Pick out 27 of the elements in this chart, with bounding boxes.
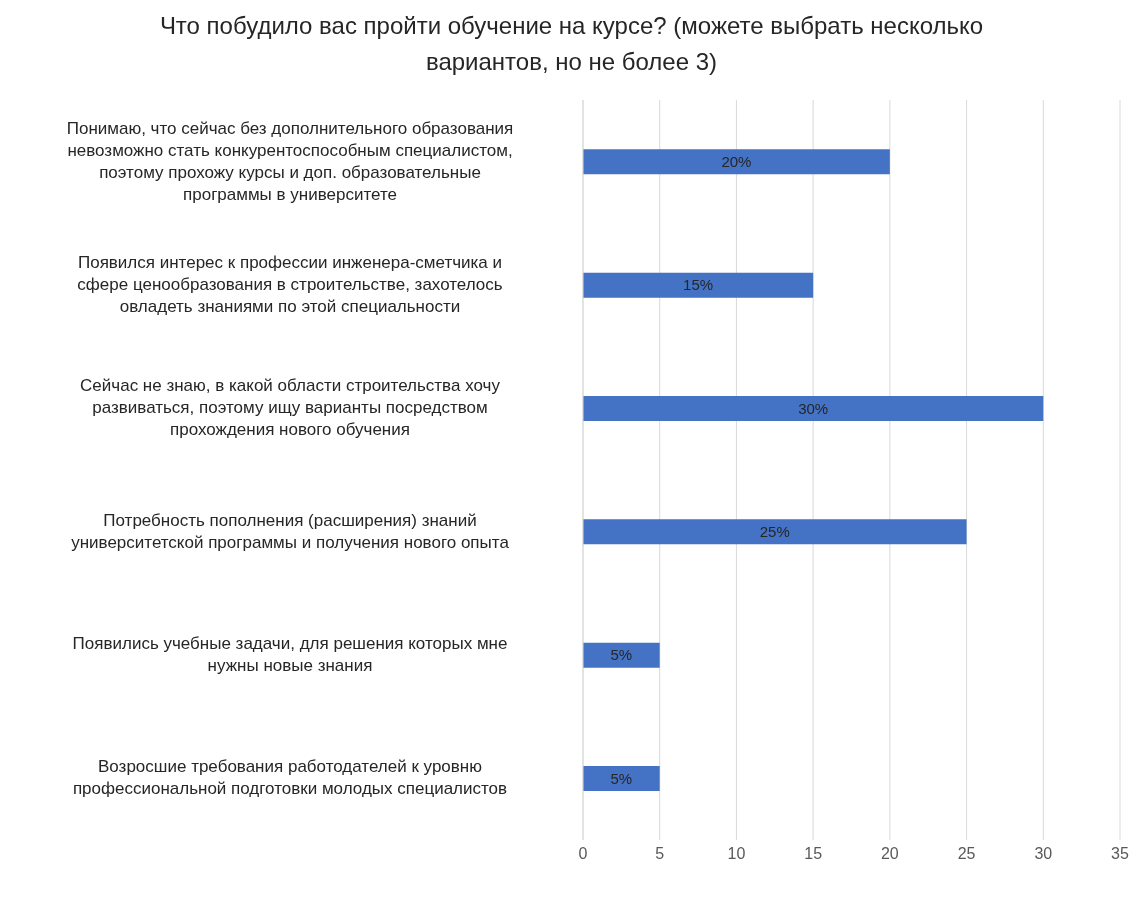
- y-tick-label: Возросшие требования работодателей к уровню профессиональной подготовки молодых специалистов: [72, 757, 508, 799]
- bar: [583, 519, 967, 545]
- x-tick-label: 35: [1111, 845, 1129, 863]
- bar: [583, 642, 660, 668]
- data-label: 25%: [759, 523, 790, 541]
- data-label: 5%: [610, 769, 633, 787]
- y-tick-label: Понимаю, что сейчас без дополнительного образования невозможно стать конкурентоспособным специалистом, поэтому прохожу курсы и доп. образовательные программы в университете: [66, 118, 514, 204]
- x-tick-label: 0: [578, 845, 588, 863]
- x-tick-label: 15: [804, 845, 823, 863]
- data-label: 5%: [610, 646, 633, 664]
- chart-title: Что побудило вас пройти обучение на курсе? (можете выбрать несколько вариантов, но не более 3): [158, 11, 985, 77]
- y-tick-label: Появились учебные задачи, для решения которых мне нужны новые знания: [72, 634, 508, 675]
- x-tick-label: 30: [1034, 845, 1053, 863]
- x-tick-label: 10: [727, 845, 746, 863]
- data-label: 15%: [683, 276, 714, 294]
- data-label: 20%: [721, 153, 752, 171]
- bar: [583, 149, 890, 175]
- y-tick-label: Сейчас не знаю, в какой области строительства хочу развиваться, поэтому ищу варианты посредством прохождения нового обучения: [80, 376, 501, 440]
- data-label: 30%: [798, 399, 829, 417]
- x-tick-label: 5: [655, 845, 665, 863]
- y-tick-label: Потребность пополнения (расширения) знаний университетской программы и получения нового опыта: [71, 510, 510, 552]
- bar: [583, 272, 814, 298]
- y-tick-label: Появился интерес к профессии инженера-сметчика и сфере ценообразования в строительстве, захотелось овладеть знаниями по этой специальности: [77, 253, 503, 316]
- bar: [583, 396, 1044, 421]
- x-tick-label: 20: [880, 845, 899, 863]
- x-tick-label: 25: [957, 845, 976, 863]
- bar: [583, 766, 660, 791]
